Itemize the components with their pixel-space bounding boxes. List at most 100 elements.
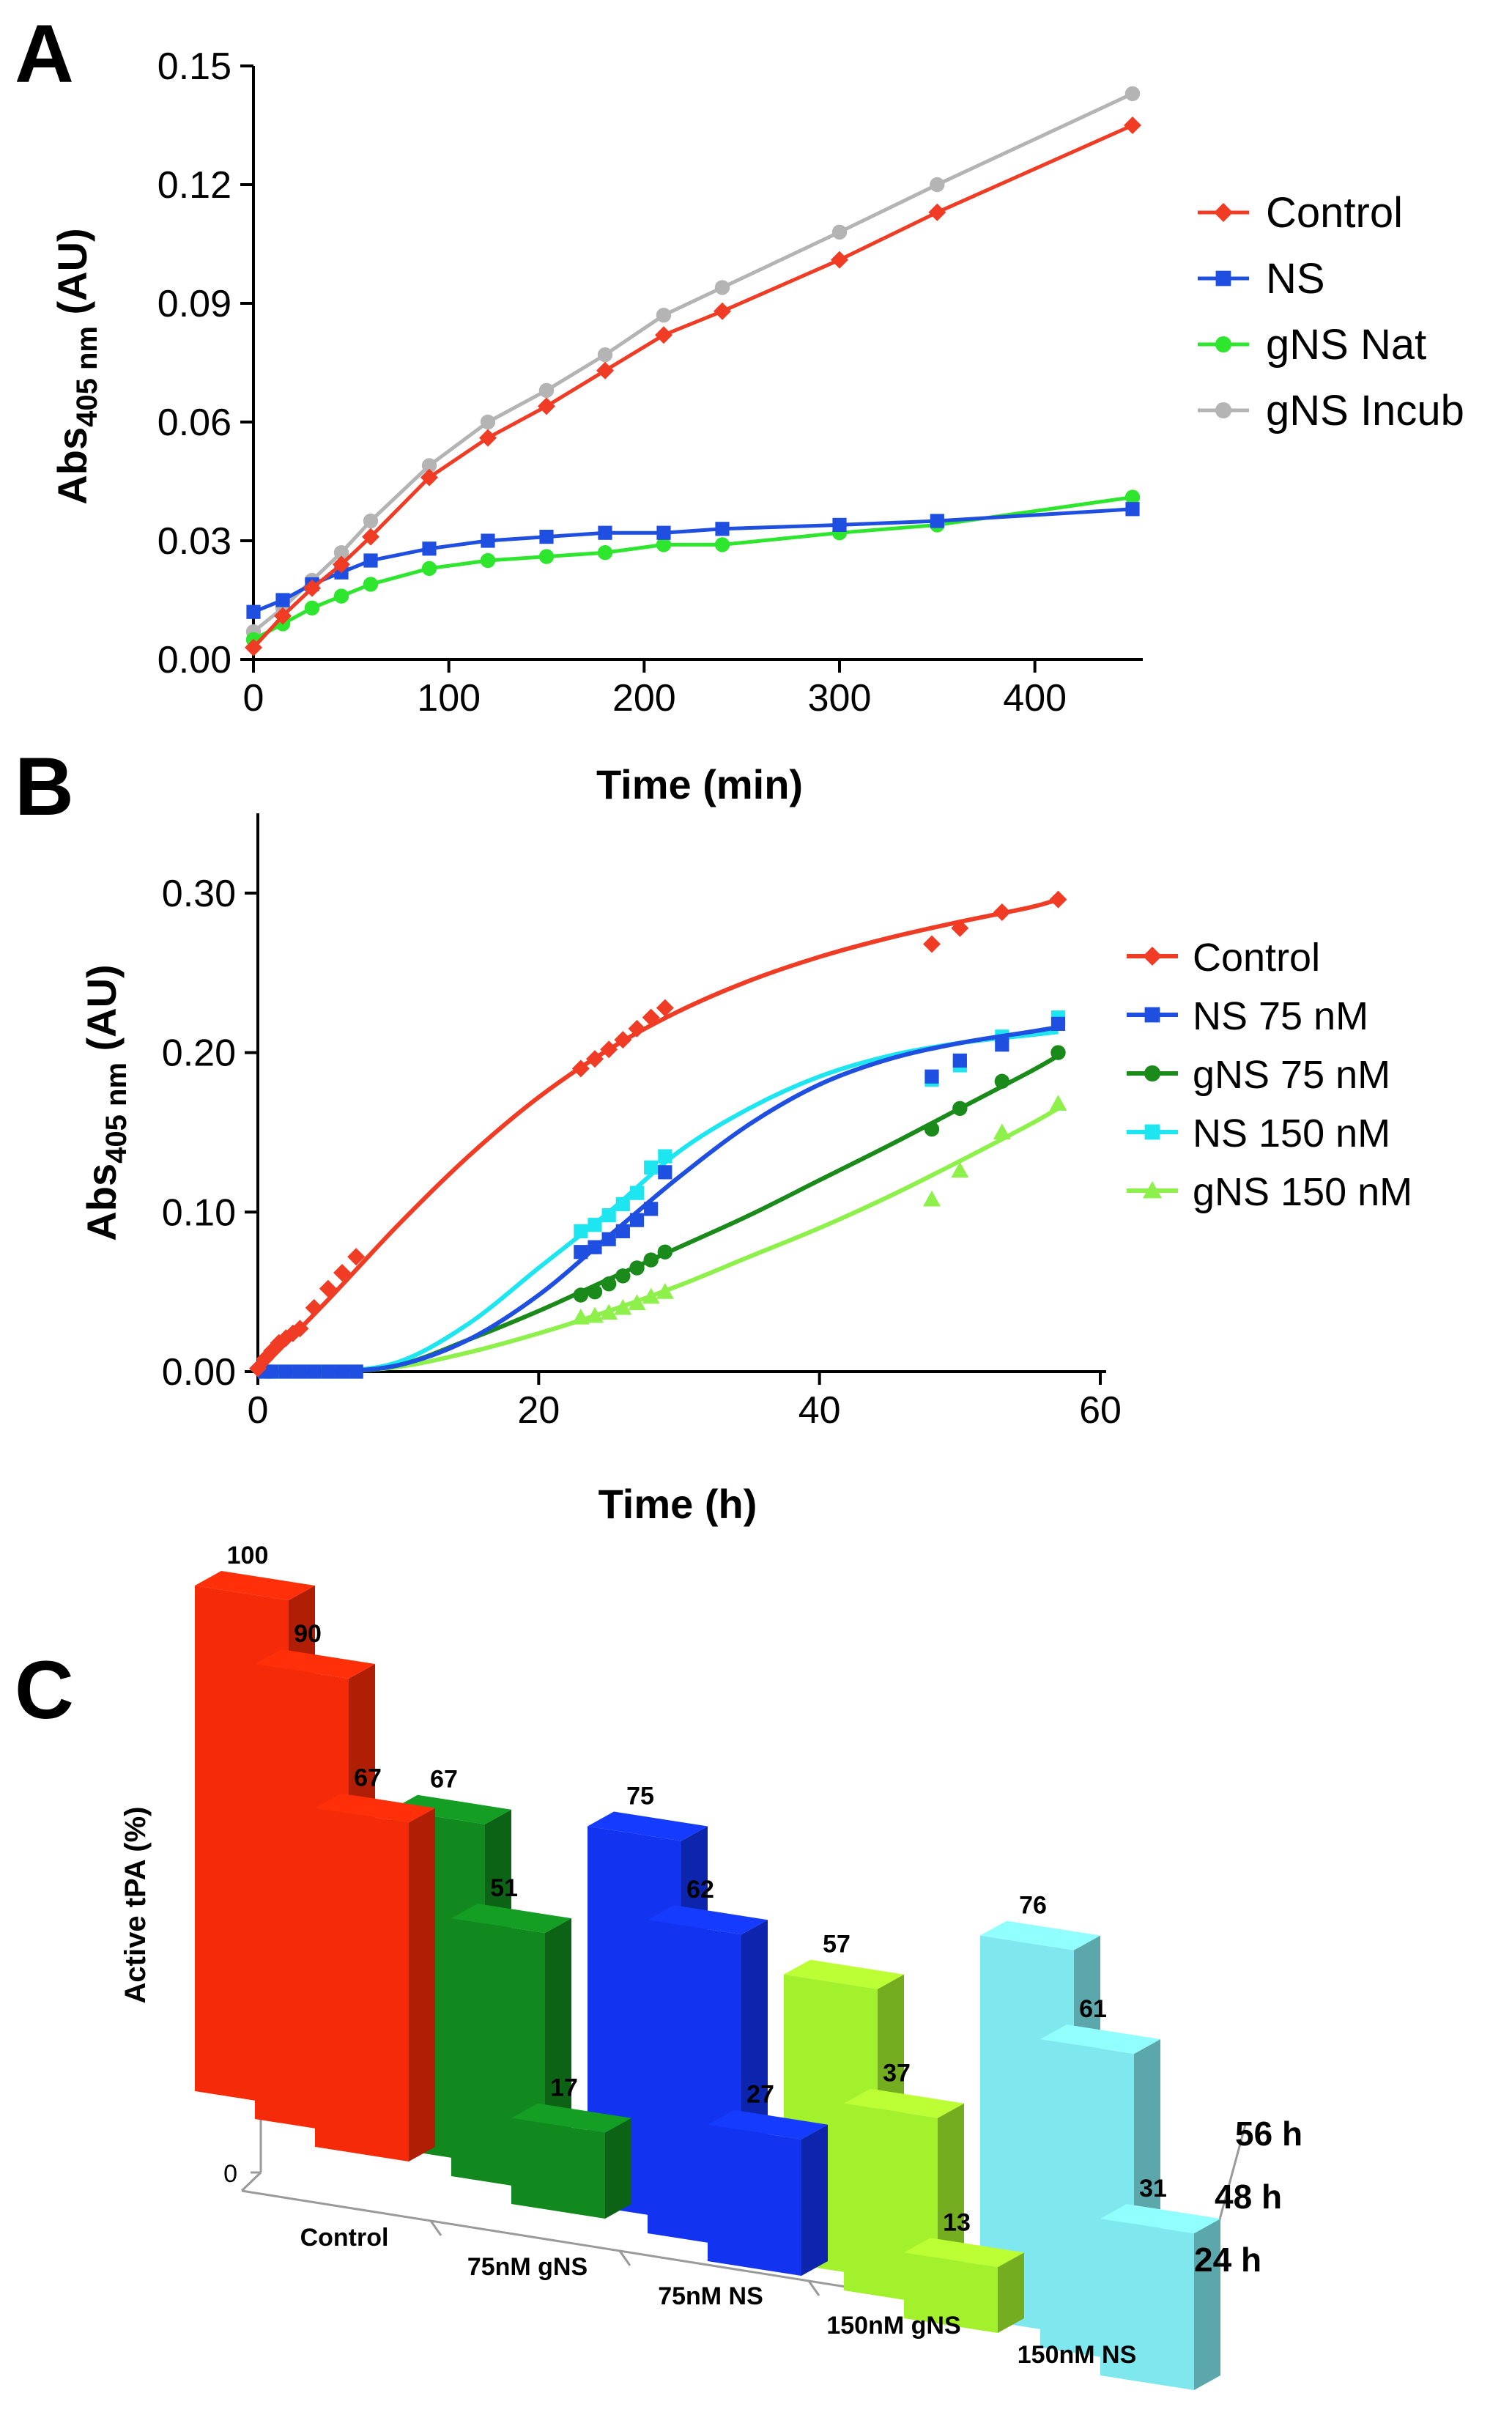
panel-b-point-gns-75-nm [629,1260,645,1276]
panel-b-point-gns-150-nm [642,1287,660,1304]
panel-b-legend-marker-gns-150-nm [1143,1181,1162,1199]
panel-b-point-ns-75-nm [321,1364,336,1379]
panel-a-legend: Control NS gNS Nat gNS Incub [1198,189,1464,434]
panel-b-y-tick-label: 0.30 [162,873,236,915]
panel-c-bar-top-75nm-ns-48-h [648,1905,768,1935]
panel-c-series-label-24-h: 24 h [1194,2241,1261,2279]
panel-c-bar-side-150nm-ns-24-h [1194,2219,1220,2390]
panel-c-value-label-150nm-gns-48-h: 37 [883,2060,911,2087]
panel-b-point-gns-150-nm [993,1123,1011,1140]
panel-a-point-gns-incub [333,545,349,561]
panel-c-bar-front-control-24-h [315,1808,409,2161]
panel-a-point-control [714,302,731,320]
panel-a-point-ns [656,525,671,540]
panel-b-point-ns-75-nm [658,1165,672,1180]
panel-b-point-gns-150-nm [951,1161,969,1178]
panel-a-x-tick-label: 200 [612,677,676,720]
panel-c-bar-150nm-ns-24-h [1100,2204,1220,2390]
panel-c-bar-control-24-h [315,1793,435,2161]
panel-c-value-label-75nm-ns-48-h: 62 [686,1876,714,1904]
panel-c-bar-top-150nm-ns-24-h [1100,2204,1220,2234]
panel-b-legend: Control NS 75 nM gNS 75 nM NS 150 nM gNS 150… [1127,936,1412,1214]
panel-b-x-tick-label: 40 [798,1389,841,1432]
panel-c-bar-top-control-48-h [255,1649,375,1679]
panel-b-point-control [333,1264,351,1282]
panel-a-x-tick-label: 300 [808,677,872,720]
panel-a-point-control [538,397,555,415]
panel-c-labels: 100 67 75 57 76 90 51 62 37 61 67 17 27 13 31 Control 75… [227,1542,1302,2369]
panel-a-point-control [479,429,497,447]
panel-b-point-ns-75-nm [1050,1016,1066,1031]
panel-c-value-label-150nm-ns-24-h: 31 [1139,2175,1167,2203]
panel-b-y-tick-label: 0.10 [162,1191,236,1234]
panel-a-point-gns-incub [538,382,555,398]
panel-c-bar-top-control-24-h [315,1793,435,1823]
panel-b-point-gns-75-nm [657,1244,673,1260]
panel-c-bar-top-75nm-ns-56-h [588,1811,708,1841]
panel-a-y-tick-label: 0.09 [158,283,231,325]
panel-c-series-label-56-h: 56 h [1235,2115,1302,2153]
panel-a-line-chart: 0.00 0.03 0.06 0.09 0.12 0.15 0 100 200 300 400 A… [49,45,1464,807]
panel-c-bar-side-control-24-h [409,1808,435,2161]
panel-c-bar-front-75nm-gns-24-h [511,2118,605,2219]
panel-c-category-label-75nm-gns: 75nM gNS [467,2253,588,2281]
panel-b-point-ns-75-nm [601,1232,616,1246]
panel-a-x-tick-label: 400 [1003,677,1067,720]
panel-c-bars [195,1571,1220,2390]
panel-b-point-control [993,903,1011,921]
panel-b-point-control [1049,890,1067,909]
panel-a-point-ns [930,514,944,528]
panel-b-legend-marker-ns-75-nm [1144,1007,1160,1023]
panel-a-point-control [362,528,379,546]
panel-b-point-ns-75-nm [335,1364,349,1379]
panel-a-line-control [252,123,1134,649]
panel-a-point-control [245,638,262,657]
panel-c-bar-front-75nm-ns-24-h [708,2124,801,2276]
panel-c-floor-left-edge [240,2171,262,2192]
panel-a-point-gns-incub [421,458,437,473]
panel-a-point-control [928,203,946,221]
panel-b-point-gns-150-nm [923,1190,941,1207]
panel-a-point-gns-incub [480,414,496,430]
panel-c-value-label-150nm-ns-56-h: 76 [1019,1892,1047,1920]
panel-a-point-gns-nat [480,552,496,569]
panel-b-scatter-chart: 0.000.100.200.30 0 20 40 60 Abs405 nm (AU) … [78,813,1412,1527]
panel-b-legend-marker-control [1143,947,1162,966]
panel-a-legend-marker-ns [1215,270,1231,286]
panel-a-y-tick-label: 0.03 [158,520,231,563]
panel-b-point-control [951,919,969,937]
panel-b-point-ns-75-nm [278,1364,293,1379]
panel-a-point-control [831,251,848,269]
panel-c-bar-75nm-gns-24-h [511,2103,631,2219]
panel-a-y-tick-label: 0.12 [158,164,231,207]
panel-a-x-tick-label: 100 [417,677,481,720]
panel-b-point-ns-150-nm [601,1208,616,1223]
panel-b-point-gns-150-nm [628,1294,646,1310]
panel-b-y-tick-label: 0.20 [162,1032,236,1075]
panel-a-series [245,86,1141,657]
panel-b-fit-ns-75-nm [257,1024,1059,1375]
panel-a-point-ns [246,604,261,619]
panel-b-point-ns-75-nm [574,1245,588,1260]
panel-b-point-ns-75-nm [264,1364,279,1379]
panel-b-point-control [628,1019,646,1038]
panel-c-bar-top-150nm-gns-24-h [904,2238,1024,2268]
panel-b-point-control [656,999,674,1017]
panel-b-x-axis-label: Time (h) [598,1481,757,1527]
panel-c-floor-divider [429,2220,442,2236]
panel-a-point-control [596,361,614,380]
panel-b-x-tick-label: 60 [1079,1389,1122,1432]
panel-b-y-ticks: 0.00 0.10 0.20 0.30 [162,873,258,1394]
panel-a-legend-label-control: Control [1266,189,1403,237]
panel-a-point-control [1124,117,1141,134]
panel-a-point-ns [481,533,495,548]
panel-c-category-label-150nm-gns: 150nM gNS [826,2312,960,2340]
panel-b-y-axis-label: Abs405 nm (AU) [78,964,133,1240]
panel-a-point-gns-incub [714,280,730,295]
panel-b-point-gns-150-nm [656,1283,674,1299]
panel-b-point-gns-150-nm [600,1303,618,1320]
panel-c-value-label-150nm-ns-48-h: 61 [1079,1995,1107,2023]
panel-a-point-gns-nat [1124,489,1141,505]
panel-b-point-control [347,1248,366,1266]
panel-b-point-ns-150-nm [629,1186,645,1200]
